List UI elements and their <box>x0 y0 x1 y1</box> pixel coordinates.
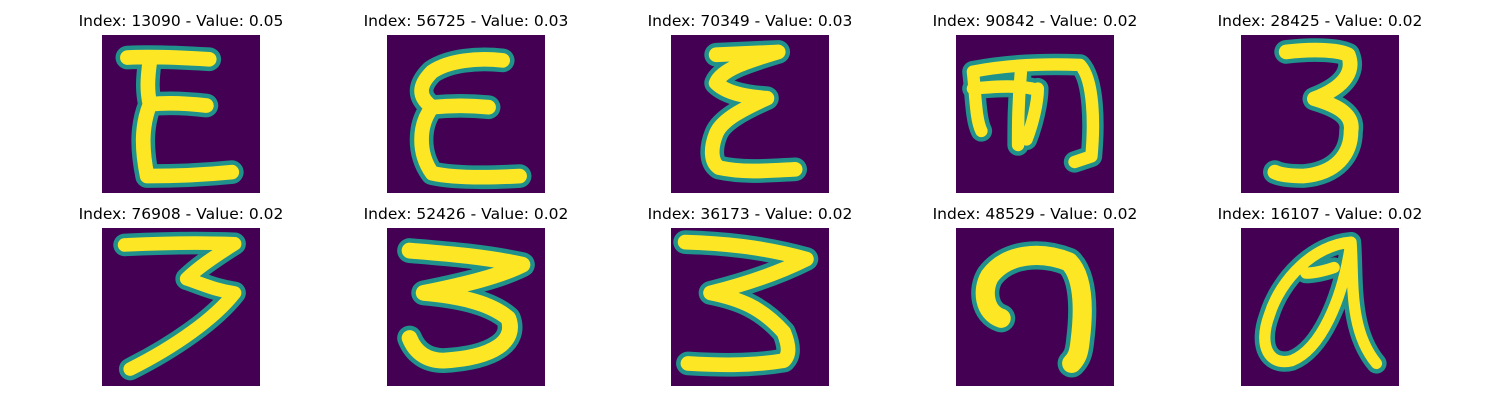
glyph-image-e <box>409 47 532 190</box>
panel-title: Index: 76908 - Value: 0.02 <box>78 205 284 223</box>
glyph-image-3 <box>113 231 246 381</box>
digit-image-panel <box>102 228 260 386</box>
panel-title: Index: 16107 - Value: 0.02 <box>1217 205 1423 223</box>
digit-image-panel <box>671 35 829 193</box>
glyph-image-a <box>1254 231 1387 374</box>
panel-title: Index: 52426 - Value: 0.02 <box>363 205 569 223</box>
panel-title: Index: 13090 - Value: 0.05 <box>78 12 284 30</box>
panel-title: Index: 28425 - Value: 0.02 <box>1217 12 1423 30</box>
glyph-image-hook <box>971 241 1097 378</box>
panel-title: Index: 36173 - Value: 0.02 <box>647 205 853 223</box>
digit-image-panel <box>956 35 1114 193</box>
digit-image-panel <box>102 35 260 193</box>
digit-image-panel <box>387 35 545 193</box>
panel-title: Index: 70349 - Value: 0.03 <box>647 12 853 30</box>
digit-image-panel <box>1241 35 1399 193</box>
digit-image-panel <box>1241 228 1399 386</box>
panel-title: Index: 90842 - Value: 0.02 <box>932 12 1138 30</box>
panel-title: Index: 56725 - Value: 0.03 <box>363 12 569 30</box>
digit-image-panel <box>387 228 545 386</box>
digit-image-panel <box>956 228 1114 386</box>
glyph-image-3 <box>397 238 535 374</box>
panel-title: Index: 48529 - Value: 0.02 <box>932 205 1138 223</box>
glyph-image-m <box>962 53 1104 173</box>
digit-image-panel <box>671 228 829 386</box>
glyph-image-e <box>700 40 807 183</box>
glyph-image-3 <box>673 230 819 377</box>
glyph-image-e <box>115 45 244 188</box>
glyph-image-3 <box>1263 38 1364 188</box>
